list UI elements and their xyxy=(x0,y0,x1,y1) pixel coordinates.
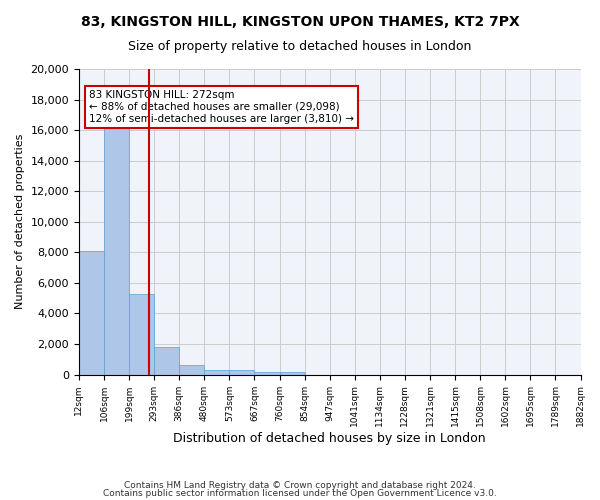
Bar xyxy=(129,294,154,374)
Bar xyxy=(280,372,305,374)
Bar xyxy=(154,347,179,374)
Bar xyxy=(254,372,280,374)
Bar xyxy=(179,364,205,374)
Bar xyxy=(79,251,104,374)
Text: Contains public sector information licensed under the Open Government Licence v3: Contains public sector information licen… xyxy=(103,488,497,498)
Bar xyxy=(229,370,254,374)
X-axis label: Distribution of detached houses by size in London: Distribution of detached houses by size … xyxy=(173,432,486,445)
Bar xyxy=(205,370,229,374)
Text: Size of property relative to detached houses in London: Size of property relative to detached ho… xyxy=(128,40,472,53)
Text: Contains HM Land Registry data © Crown copyright and database right 2024.: Contains HM Land Registry data © Crown c… xyxy=(124,481,476,490)
Text: 83, KINGSTON HILL, KINGSTON UPON THAMES, KT2 7PX: 83, KINGSTON HILL, KINGSTON UPON THAMES,… xyxy=(80,15,520,29)
Text: 83 KINGSTON HILL: 272sqm
← 88% of detached houses are smaller (29,098)
12% of se: 83 KINGSTON HILL: 272sqm ← 88% of detach… xyxy=(89,90,354,124)
Bar xyxy=(104,122,129,374)
Y-axis label: Number of detached properties: Number of detached properties xyxy=(15,134,25,310)
